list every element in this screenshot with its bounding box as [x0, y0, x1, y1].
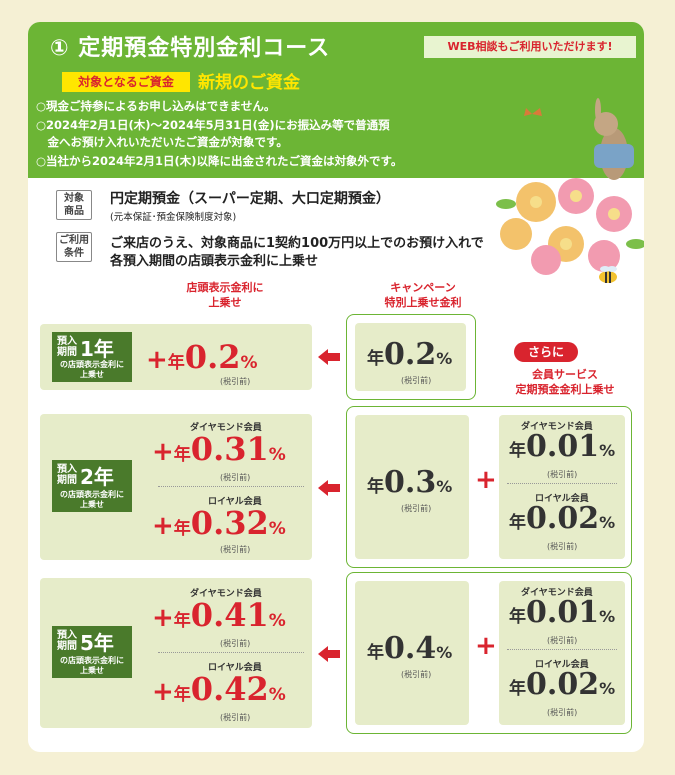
tax-note: (税引前) — [547, 708, 578, 717]
arrow-left-icon — [318, 646, 340, 662]
campaign-rate-header: キャンペーン 特別上乗せ金利 — [384, 281, 462, 309]
royal-label: ロイヤル会員 — [535, 660, 589, 670]
campaign-card: ① 定期預金特別金利コース WEB相談もご利用いただけます! 対象となるご資金 … — [28, 22, 644, 752]
bee-icon — [599, 266, 617, 283]
tax-note: (税引前) — [401, 376, 432, 385]
arrow-left-icon — [318, 480, 340, 496]
tax-note: (税引前) — [547, 636, 578, 645]
royal-label: ロイヤル会員 — [208, 663, 262, 673]
term-box: 預入 期間 2年 の店頭表示金利に 上乗せ — [52, 460, 132, 512]
tax-note: (税引前) — [220, 545, 251, 554]
tax-note: (税引前) — [220, 473, 251, 482]
tax-note: (税引前) — [547, 542, 578, 551]
store-rate-1y: +年0.2% — [146, 338, 258, 376]
campaign-rate-5y: 年0.4% — [367, 631, 453, 666]
note-line: ○現金ご持参によるお申し込みはできません。 — [36, 99, 276, 113]
course-title: ① 定期預金特別金利コース — [50, 36, 331, 61]
term-row-1y: 預入 期間 1年 の店頭表示金利に 上乗せ +年0.2% (税引前) — [40, 324, 312, 390]
term-label: 5年 — [80, 631, 114, 655]
condition-line: 各預入期間の店頭表示金利に上乗せ — [110, 254, 319, 269]
tax-note: (税引前) — [547, 470, 578, 479]
flower-rabbit-illustration — [496, 98, 644, 275]
tax-note: (税引前) — [401, 504, 432, 513]
tax-note: (税引前) — [401, 670, 432, 679]
store-rate-2y-diamond: +年0.31% — [152, 430, 286, 468]
term-label: 2年 — [80, 465, 114, 489]
plus-icon: + — [475, 631, 497, 661]
target-funds-value: 新規のご資金 — [198, 73, 300, 93]
web-consult-badge: WEB相談もご利用いただけます! — [424, 36, 636, 58]
sarani-badge: さらに — [514, 342, 578, 362]
campaign-box-1y: 年0.2% (税引前) — [346, 314, 476, 400]
diamond-label: ダイヤモンド会員 — [190, 423, 262, 433]
campaign-rate-2y: 年0.3% — [367, 465, 453, 500]
store-rate-2y-royal: +年0.32% — [152, 504, 286, 542]
header-band: ① 定期預金特別金利コース WEB相談もご利用いただけます! 対象となるご資金 … — [28, 22, 644, 178]
diamond-label: ダイヤモンド会員 — [521, 422, 593, 432]
member-rate-5y-royal: 年0.02% — [509, 667, 616, 702]
divider — [507, 649, 617, 650]
member-rate-header: 会員サービス 定期預金金利上乗せ — [515, 368, 615, 396]
member-rate-5y-diamond: 年0.01% — [509, 595, 616, 630]
store-rate-5y-diamond: +年0.41% — [152, 596, 286, 634]
term-box: 預入 期間 1年 の店頭表示金利に 上乗せ — [52, 332, 132, 382]
note-line: ○2024年2月1日(木)～2024年5月31日(金)にお振込み等で普通預 — [36, 118, 390, 132]
store-rate-header: 店頭表示金利に 上乗せ — [186, 281, 264, 309]
divider — [507, 483, 617, 484]
member-rate-2y-diamond: 年0.01% — [509, 429, 616, 464]
condition-line: ご来店のうえ、対象商品に1契約100万円以上でのお預け入れで — [110, 236, 484, 251]
plus-icon: + — [475, 465, 497, 495]
royal-label: ロイヤル会員 — [535, 494, 589, 504]
arrow-left-icon — [318, 349, 340, 365]
member-rate-2y-royal: 年0.02% — [509, 501, 616, 536]
divider — [158, 652, 304, 653]
diamond-label: ダイヤモンド会員 — [521, 588, 593, 598]
royal-label: ロイヤル会員 — [208, 497, 262, 507]
diamond-label: ダイヤモンド会員 — [190, 589, 262, 599]
term-label: 1年 — [80, 337, 114, 361]
product-name: 円定期預金（スーパー定期、大口定期預金） — [110, 191, 390, 207]
target-funds-label: 対象となるご資金 — [62, 72, 190, 92]
divider — [158, 486, 304, 487]
store-rate-5y-royal: +年0.42% — [152, 670, 286, 708]
term-box: 預入 期間 5年 の店頭表示金利に 上乗せ — [52, 626, 132, 678]
condition-tag: ご利用 条件 — [56, 232, 92, 262]
product-sub: (元本保証･預金保険制度対象) — [110, 212, 237, 223]
campaign-member-box-5y: 年0.4% (税引前) + ダイヤモンド会員 年0.01% (税引前) ロイヤル… — [346, 572, 632, 734]
tax-note: (税引前) — [220, 639, 251, 648]
note-line: ○当社から2024年2月1日(木)以降に出金されたご資金は対象外です。 — [36, 154, 403, 168]
campaign-member-box-2y: 年0.3% (税引前) + ダイヤモンド会員 年0.01% (税引前) ロイヤル… — [346, 406, 632, 568]
term-row-5y: 預入 期間 5年 の店頭表示金利に 上乗せ ダイヤモンド会員 +年0.41% (税… — [40, 578, 312, 728]
term-row-2y: 預入 期間 2年 の店頭表示金利に 上乗せ ダイヤモンド会員 +年0.31% (税… — [40, 414, 312, 560]
tax-note: (税引前) — [220, 377, 251, 386]
tax-note: (税引前) — [220, 713, 251, 722]
product-tag: 対象 商品 — [56, 190, 92, 220]
campaign-rate-1y: 年0.2% — [367, 337, 453, 372]
note-line: 金へお預け入れいただいたご資金が対象です。 — [36, 135, 288, 149]
